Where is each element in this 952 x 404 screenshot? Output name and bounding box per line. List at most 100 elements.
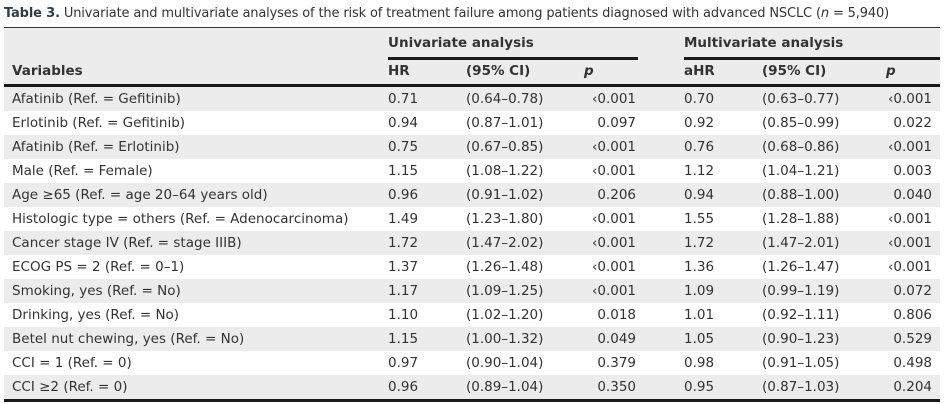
adjusted-p-value-cell: 0.003 — [893, 163, 932, 179]
table-row: Smoking, yes (Ref. = No) 1.17 (1.09–1.25) ‹… — [4, 279, 940, 303]
p-value-cell: ‹0.001 — [591, 259, 636, 275]
adjusted-p-value-cell: 0.529 — [893, 331, 932, 347]
adjusted-ci-cell: (0.92–1.11) — [762, 307, 840, 323]
column-header-ahr: aHR — [684, 63, 715, 79]
adjusted-p-value-cell: 0.072 — [893, 283, 932, 299]
hr-cell: 1.37 — [388, 259, 419, 275]
ci-cell: (0.91–1.02) — [466, 187, 544, 203]
adjusted-p-value-cell: 0.022 — [893, 115, 932, 131]
variable-cell: Cancer stage IV (Ref. = stage IIIB) — [12, 235, 242, 251]
ci-cell: (0.89–1.04) — [466, 379, 544, 395]
table-row: Age ≥65 (Ref. = age 20–64 years old) 0.96… — [4, 183, 940, 207]
variable-cell: CCI = 1 (Ref. = 0) — [12, 355, 132, 371]
p-value-cell: ‹0.001 — [591, 163, 636, 179]
adjusted-p-value-cell: 0.204 — [893, 379, 932, 395]
hr-cell: 0.71 — [388, 91, 419, 107]
table-label: Table 3. — [4, 6, 60, 21]
table-row: CCI ≥2 (Ref. = 0) 0.96 (0.89–1.04) 0.350 0.9… — [4, 375, 940, 399]
adjusted-p-value-cell: ‹0.001 — [887, 259, 932, 275]
variable-cell: Afatinib (Ref. = Erlotinib) — [12, 139, 180, 155]
table-row: Erlotinib (Ref. = Gefitinib) 0.94 (0.87–1.… — [4, 111, 940, 135]
ahr-cell: 0.98 — [684, 355, 715, 371]
ci-cell: (1.23–1.80) — [466, 211, 544, 227]
adjusted-p-value-cell: ‹0.001 — [887, 91, 932, 107]
ci-cell: (0.87–1.01) — [466, 115, 544, 131]
ahr-cell: 1.12 — [684, 163, 715, 179]
ci-cell: (0.90–1.04) — [466, 355, 544, 371]
group-header-multivariate: Multivariate analysis — [684, 35, 844, 51]
adjusted-p-value-cell: 0.040 — [893, 187, 932, 203]
caption-n-value: = 5,940) — [828, 6, 890, 21]
table-body: Afatinib (Ref. = Gefitinib) 0.71 (0.64–0.7… — [4, 87, 940, 399]
ahr-cell: 1.01 — [684, 307, 715, 323]
p-value-cell: ‹0.001 — [591, 283, 636, 299]
hr-cell: 1.72 — [388, 235, 419, 251]
p-value-cell: ‹0.001 — [591, 211, 636, 227]
p-value-cell: 0.018 — [597, 307, 636, 323]
variable-cell: Betel nut chewing, yes (Ref. = No) — [12, 331, 245, 347]
adjusted-ci-cell: (1.47–2.01) — [762, 235, 840, 251]
p-value-cell: ‹0.001 — [591, 91, 636, 107]
adjusted-ci-cell: (0.91–1.05) — [762, 355, 840, 371]
ci-cell: (1.47–2.02) — [466, 235, 544, 251]
results-table: Univariate analysis Multivariate analysi… — [4, 27, 940, 402]
variable-cell: Erlotinib (Ref. = Gefitinib) — [12, 115, 186, 131]
variable-cell: ECOG PS = 2 (Ref. = 0–1) — [12, 259, 185, 275]
adjusted-ci-cell: (1.04–1.21) — [762, 163, 840, 179]
variable-cell: Male (Ref. = Female) — [12, 163, 153, 179]
variable-cell: Age ≥65 (Ref. = age 20–64 years old) — [12, 187, 268, 203]
ci-cell: (0.67–0.85) — [466, 139, 544, 155]
p-value-cell: 0.097 — [597, 115, 636, 131]
univariate-rule — [388, 57, 638, 60]
column-header-ci: (95% CI) — [466, 63, 531, 79]
column-header-variables: Variables — [12, 63, 83, 79]
ci-cell: (0.64–0.78) — [466, 91, 544, 107]
adjusted-ci-cell: (0.68–0.86) — [762, 139, 840, 155]
column-header-adjusted-ci: (95% CI) — [762, 63, 827, 79]
hr-cell: 0.94 — [388, 115, 419, 131]
adjusted-p-value-cell: 0.498 — [893, 355, 932, 371]
ahr-cell: 0.95 — [684, 379, 715, 395]
column-header-hr: HR — [388, 63, 410, 79]
p-value-cell: ‹0.001 — [591, 139, 636, 155]
ci-cell: (1.26–1.48) — [466, 259, 544, 275]
table-row: CCI = 1 (Ref. = 0) 0.97 (0.90–1.04) 0.379 0.… — [4, 351, 940, 375]
column-header-adjusted-p: p — [886, 63, 896, 79]
p-value-cell: 0.379 — [597, 355, 636, 371]
ahr-cell: 1.72 — [684, 235, 715, 251]
adjusted-p-value-cell: 0.806 — [893, 307, 932, 323]
table-row: Betel nut chewing, yes (Ref. = No) 1.15 (1… — [4, 327, 940, 351]
p-value-cell: 0.206 — [597, 187, 636, 203]
group-header-univariate: Univariate analysis — [388, 35, 534, 51]
ahr-cell: 0.94 — [684, 187, 715, 203]
hr-cell: 1.49 — [388, 211, 419, 227]
adjusted-ci-cell: (0.85–0.99) — [762, 115, 840, 131]
adjusted-p-value-cell: ‹0.001 — [887, 211, 932, 227]
caption-n-symbol: n — [820, 6, 829, 21]
hr-cell: 0.97 — [388, 355, 419, 371]
ahr-cell: 1.09 — [684, 283, 715, 299]
ci-cell: (1.09–1.25) — [466, 283, 544, 299]
hr-cell: 1.15 — [388, 163, 419, 179]
table-row: Cancer stage IV (Ref. = stage IIIB) 1.72 (… — [4, 231, 940, 255]
p-value-cell: ‹0.001 — [591, 235, 636, 251]
ahr-cell: 0.76 — [684, 139, 715, 155]
hr-cell: 1.10 — [388, 307, 419, 323]
ci-cell: (1.02–1.20) — [466, 307, 544, 323]
adjusted-ci-cell: (0.88–1.00) — [762, 187, 840, 203]
table-row: Male (Ref. = Female) 1.15 (1.08–1.22) ‹0.00… — [4, 159, 940, 183]
adjusted-p-value-cell: ‹0.001 — [887, 235, 932, 251]
column-header-p: p — [584, 63, 594, 79]
p-value-cell: 0.049 — [597, 331, 636, 347]
adjusted-ci-cell: (0.63–0.77) — [762, 91, 840, 107]
adjusted-p-value-cell: ‹0.001 — [887, 139, 932, 155]
adjusted-ci-cell: (0.90–1.23) — [762, 331, 840, 347]
adjusted-ci-cell: (1.26–1.47) — [762, 259, 840, 275]
ahr-cell: 1.36 — [684, 259, 715, 275]
ci-cell: (1.00–1.32) — [466, 331, 544, 347]
adjusted-ci-cell: (0.99–1.19) — [762, 283, 840, 299]
hr-cell: 1.15 — [388, 331, 419, 347]
table-row: Afatinib (Ref. = Gefitinib) 0.71 (0.64–0.7… — [4, 87, 940, 111]
variable-cell: Smoking, yes (Ref. = No) — [12, 283, 181, 299]
p-value-cell: 0.350 — [597, 379, 636, 395]
